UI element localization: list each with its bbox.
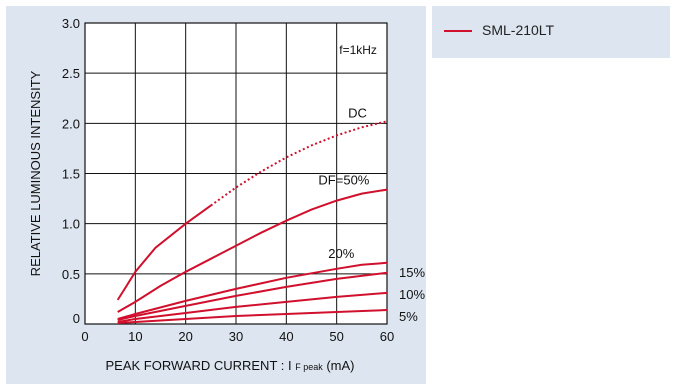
series-label: 10% — [399, 287, 425, 302]
legend-swatch — [444, 30, 472, 32]
series-label: DF=50% — [318, 173, 369, 188]
series-label: 5% — [399, 309, 418, 324]
frequency-annotation: f=1kHz — [339, 43, 377, 57]
y-tick-label: 0 — [73, 311, 80, 326]
x-tick-label: 60 — [380, 329, 394, 344]
series-label: DC — [348, 105, 367, 120]
series-line-df-50- — [117, 188, 388, 313]
series-label: 20% — [328, 246, 354, 261]
y-axis-label: RELATIVE LUMINOUS INTENSITY — [28, 70, 43, 276]
y-tick-label: 1.5 — [62, 167, 80, 182]
chart-panel: 0 10 20 30 40 50 60 0 0.5 1.0 1.5 2.0 2.5 3.0 RELATIVE… — [6, 6, 426, 384]
legend: SML-210LT — [432, 6, 670, 58]
series-line-dc-solid — [116, 204, 212, 301]
y-tick-label: 3.0 — [62, 16, 80, 31]
x-tick-label: 10 — [128, 329, 142, 344]
legend-label: SML-210LT — [482, 22, 555, 38]
series-line-10- — [117, 291, 388, 323]
x-tick-label: 0 — [81, 329, 88, 344]
plot-frame — [84, 22, 388, 325]
x-tick-label: 30 — [229, 329, 243, 344]
series-line-20- — [117, 261, 388, 320]
series-line-dc-dotted — [210, 120, 388, 207]
y-tick-label: 0.5 — [62, 267, 80, 282]
y-tick-label: 2.5 — [62, 66, 80, 81]
y-tick-label: 2.0 — [62, 116, 80, 131]
x-tick-label: 50 — [329, 329, 343, 344]
x-tick-label: 20 — [178, 329, 192, 344]
luminous-intensity-chart: 0 10 20 30 40 50 60 0 0.5 1.0 1.5 2.0 2.5 3.0 RELATIVE… — [28, 16, 425, 373]
x-tick-label: 40 — [279, 329, 293, 344]
x-axis-label: PEAK FORWARD CURRENT : I F peak (mA) — [105, 358, 354, 373]
series-line-5- — [117, 309, 388, 324]
series-line-15- — [117, 271, 388, 321]
series-label: 15% — [399, 265, 425, 280]
y-tick-label: 1.0 — [62, 217, 80, 232]
